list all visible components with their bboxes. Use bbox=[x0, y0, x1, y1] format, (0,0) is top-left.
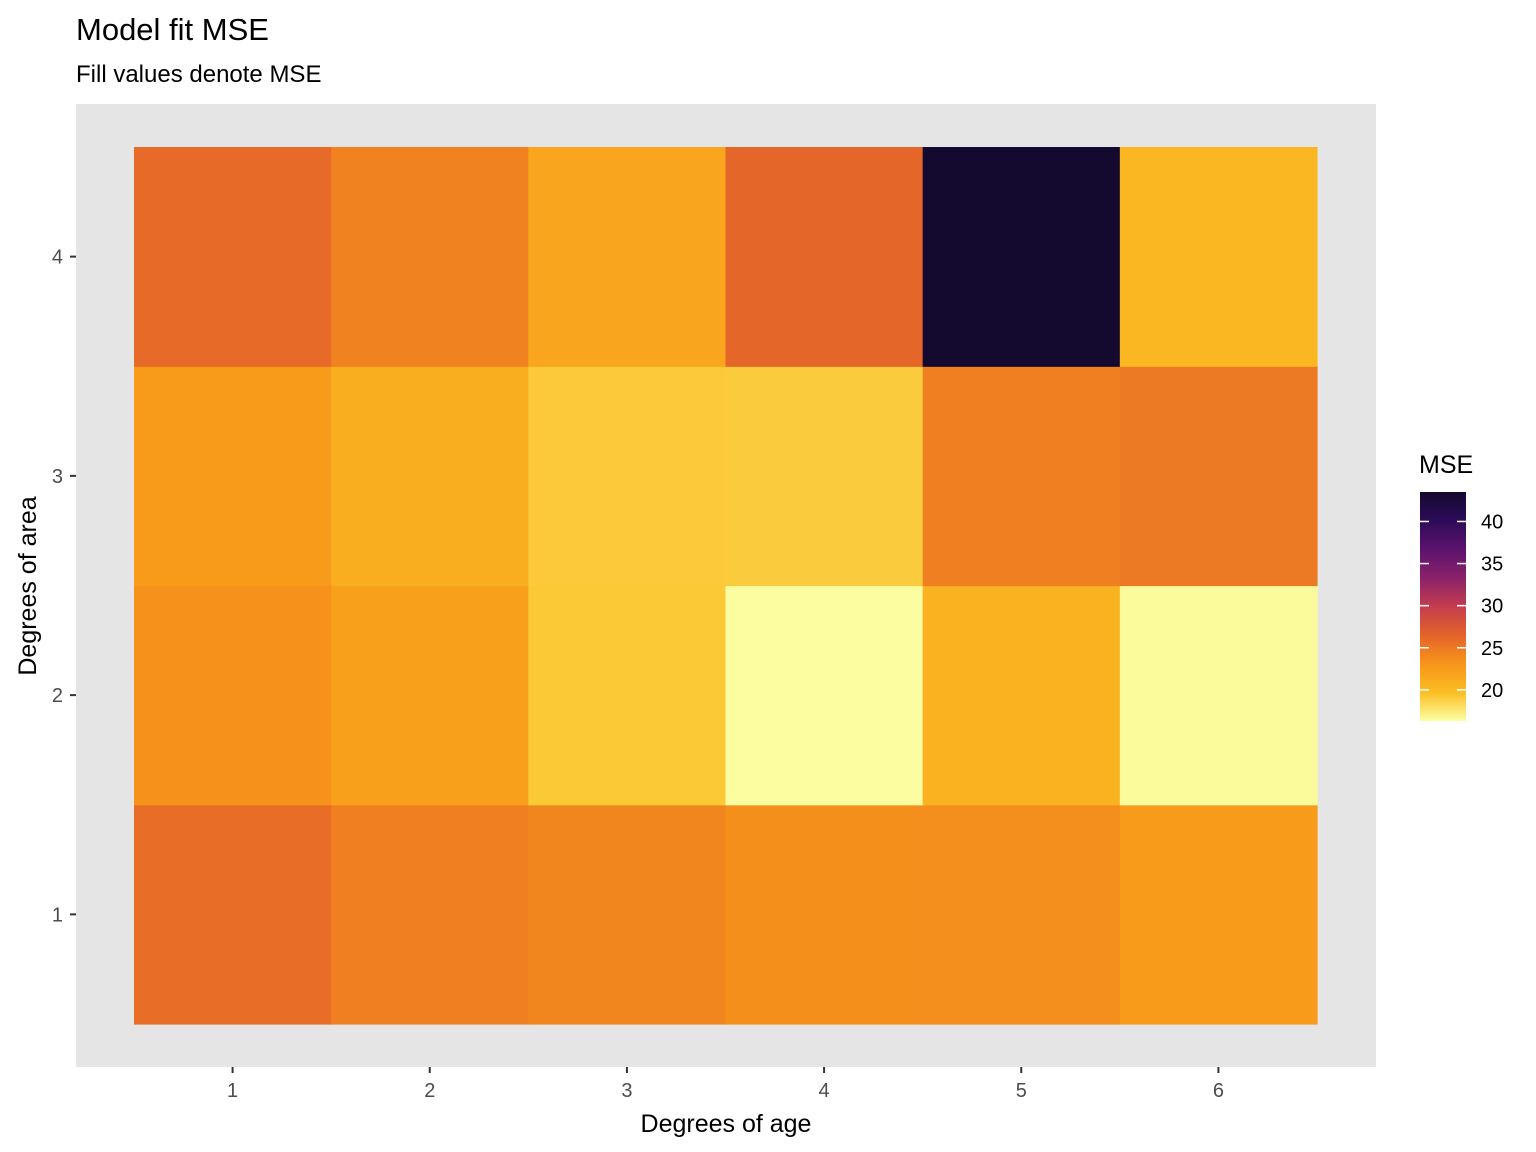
x-axis: 1 2 3 4 5 6 bbox=[227, 1067, 1224, 1102]
heatmap-cell bbox=[725, 804, 924, 1025]
legend-tick-label: 25 bbox=[1481, 638, 1503, 660]
heatmap-cell bbox=[1119, 366, 1318, 587]
heatmap-cell bbox=[134, 585, 332, 806]
heatmap-cell bbox=[725, 147, 924, 367]
y-axis: 1 2 3 4 bbox=[52, 247, 76, 926]
heatmap-cell bbox=[725, 366, 924, 587]
heatmap-cell bbox=[528, 147, 727, 367]
heatmap-cell bbox=[1119, 804, 1318, 1025]
heatmap-cell bbox=[331, 366, 529, 587]
x-tick-label: 6 bbox=[1213, 1080, 1224, 1102]
heatmap-cell bbox=[134, 366, 332, 587]
heatmap-cell bbox=[922, 366, 1121, 587]
legend-ticks: 20 25 30 35 40 bbox=[1420, 511, 1503, 702]
heatmap-cell bbox=[1119, 585, 1318, 806]
heatmap-cell bbox=[528, 585, 727, 806]
x-tick-label: 2 bbox=[424, 1080, 435, 1102]
heatmap-cells bbox=[134, 147, 1318, 1025]
heatmap-cell bbox=[528, 366, 727, 587]
x-tick-label: 3 bbox=[621, 1080, 632, 1102]
legend-tick-label: 35 bbox=[1481, 554, 1503, 576]
heatmap-cell bbox=[134, 804, 332, 1025]
chart-subtitle: Fill values denote MSE bbox=[76, 61, 321, 88]
legend-tick-label: 30 bbox=[1481, 596, 1503, 618]
chart-title: Model fit MSE bbox=[76, 12, 269, 47]
y-tick-label: 1 bbox=[52, 904, 63, 926]
legend-title: MSE bbox=[1419, 451, 1473, 479]
x-tick-label: 5 bbox=[1016, 1080, 1027, 1102]
heatmap-cell bbox=[528, 804, 727, 1025]
y-tick-label: 4 bbox=[52, 247, 63, 269]
legend-tick-label: 40 bbox=[1481, 511, 1503, 533]
heatmap-cell bbox=[922, 147, 1121, 367]
heatmap-cell bbox=[922, 804, 1121, 1025]
heatmap-cell bbox=[1119, 147, 1318, 367]
legend-colorbar bbox=[1420, 492, 1466, 721]
y-tick-label: 2 bbox=[52, 685, 63, 707]
heatmap-cell bbox=[725, 585, 924, 806]
x-tick-label: 4 bbox=[819, 1080, 830, 1102]
x-axis-label: Degrees of age bbox=[641, 1110, 812, 1138]
y-tick-label: 3 bbox=[52, 466, 63, 488]
legend-tick-label: 20 bbox=[1481, 680, 1503, 702]
heatmap-cell bbox=[331, 147, 529, 367]
y-axis-label: Degrees of area bbox=[14, 496, 42, 675]
heatmap-cell bbox=[331, 585, 529, 806]
heatmap-cell bbox=[134, 147, 332, 367]
x-tick-label: 1 bbox=[227, 1080, 238, 1102]
heatmap-cell bbox=[331, 804, 529, 1025]
heatmap-cell bbox=[922, 585, 1121, 806]
